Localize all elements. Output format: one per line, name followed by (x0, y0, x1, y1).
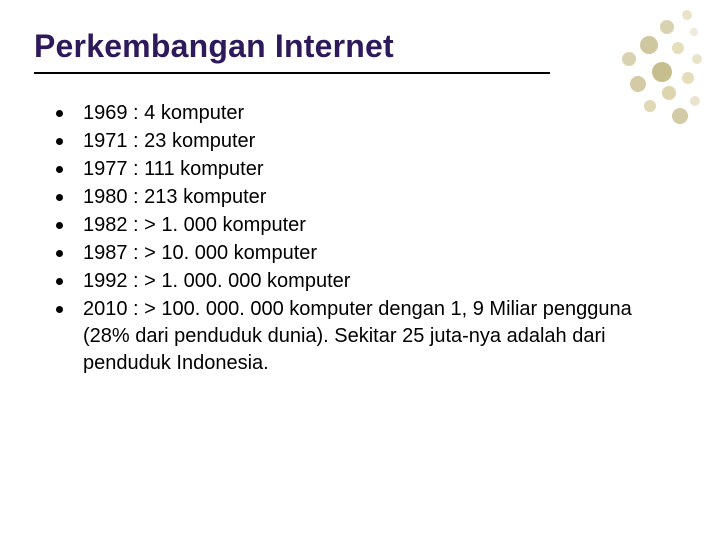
list-item: 1987 : > 10. 000 komputer (56, 240, 670, 267)
bullet-dot-icon (56, 110, 63, 117)
list-item: 2010 : > 100. 000. 000 komputer dengan 1… (56, 296, 670, 377)
title-underline (34, 72, 550, 74)
list-item: 1977 : 111 komputer (56, 156, 670, 183)
bullet-dot-icon (56, 278, 63, 285)
bullet-dot-icon (56, 306, 63, 313)
slide-title: Perkembangan Internet (34, 28, 394, 65)
list-item: 1969 : 4 komputer (56, 100, 670, 127)
bullet-dot-icon (56, 138, 63, 145)
list-item-text: 1992 : > 1. 000. 000 komputer (83, 268, 350, 295)
bullet-dot-icon (56, 194, 63, 201)
bullet-list: 1969 : 4 komputer 1971 : 23 komputer 197… (56, 100, 670, 378)
list-item-text: 1980 : 213 komputer (83, 184, 266, 211)
list-item-text: 1987 : > 10. 000 komputer (83, 240, 317, 267)
bullet-dot-icon (56, 166, 63, 173)
list-item: 1982 : > 1. 000 komputer (56, 212, 670, 239)
list-item-text: 1977 : 111 komputer (83, 156, 264, 183)
list-item-text: 1971 : 23 komputer (83, 128, 255, 155)
list-item: 1971 : 23 komputer (56, 128, 670, 155)
list-item: 1980 : 213 komputer (56, 184, 670, 211)
list-item: 1992 : > 1. 000. 000 komputer (56, 268, 670, 295)
bullet-dot-icon (56, 250, 63, 257)
bullet-dot-icon (56, 222, 63, 229)
list-item-text: 1969 : 4 komputer (83, 100, 244, 127)
list-item-text: 1982 : > 1. 000 komputer (83, 212, 306, 239)
list-item-text: 2010 : > 100. 000. 000 komputer dengan 1… (83, 296, 670, 377)
